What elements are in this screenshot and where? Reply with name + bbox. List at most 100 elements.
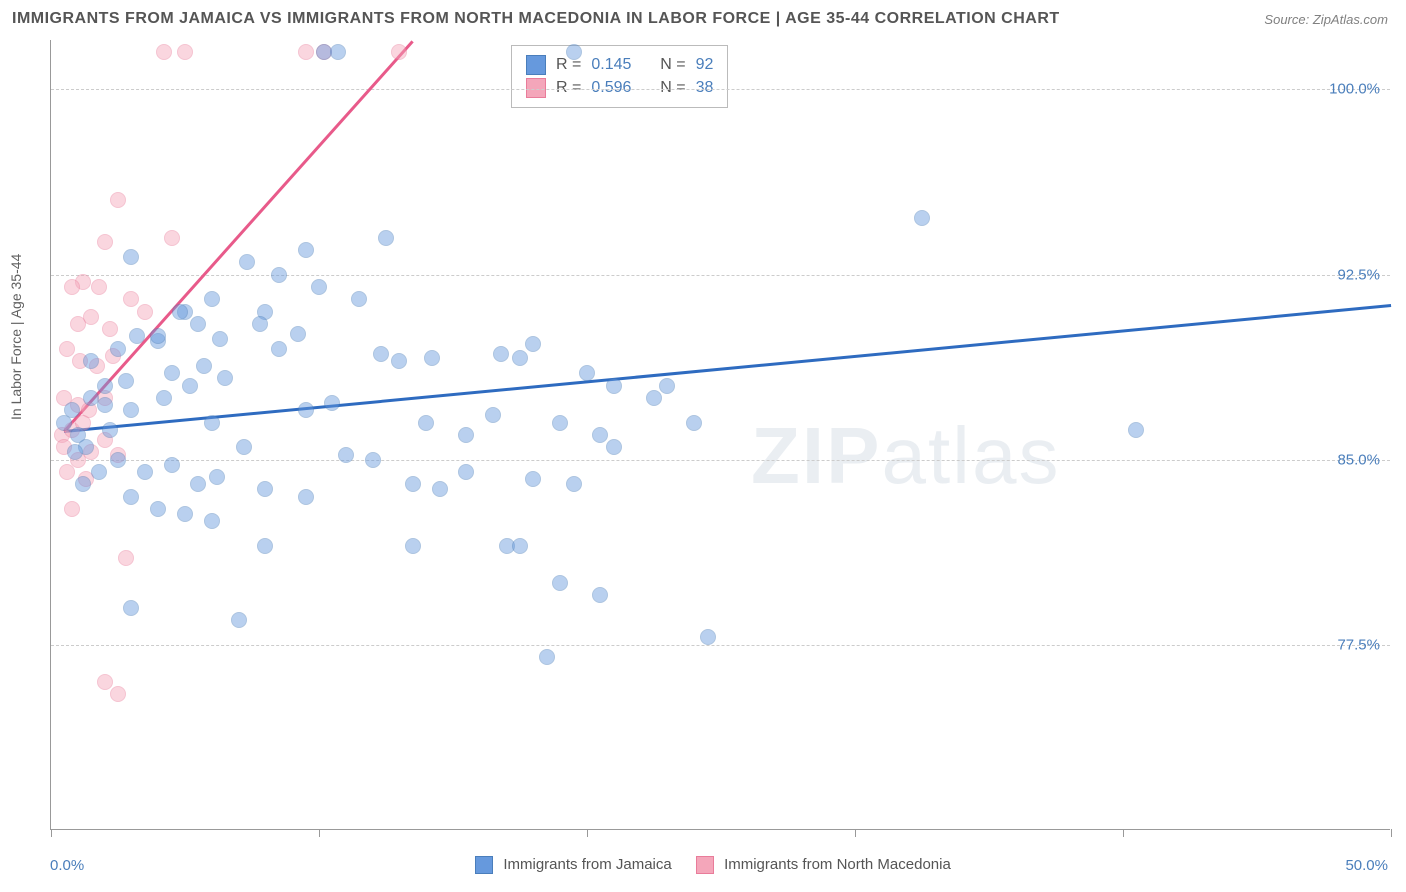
x-tick-label-min: 0.0%: [50, 857, 84, 874]
data-point: [231, 612, 247, 628]
data-point: [97, 234, 113, 250]
data-point: [118, 373, 134, 389]
source-label: Source:: [1264, 12, 1309, 27]
y-tick-label: 92.5%: [1337, 266, 1380, 283]
n-label-2: N =: [660, 79, 685, 97]
n-label-1: N =: [660, 56, 685, 74]
data-point: [579, 365, 595, 381]
data-point: [686, 415, 702, 431]
data-point: [592, 587, 608, 603]
stats-legend-box: R = 0.145 N = 92 R = 0.596 N = 38: [511, 45, 728, 108]
data-point: [164, 230, 180, 246]
data-point: [493, 346, 509, 362]
data-point: [659, 378, 675, 394]
data-point: [190, 316, 206, 332]
swatch-series-2: [526, 78, 546, 98]
data-point: [257, 481, 273, 497]
r-value-1: 0.145: [591, 56, 631, 74]
gridline: [51, 460, 1390, 461]
data-point: [418, 415, 434, 431]
data-point: [137, 464, 153, 480]
x-tick: [51, 829, 52, 837]
n-value-1: 92: [696, 56, 714, 74]
swatch-series-1: [526, 55, 546, 75]
data-point: [204, 415, 220, 431]
data-point: [204, 513, 220, 529]
data-point: [298, 242, 314, 258]
data-point: [67, 444, 83, 460]
data-point: [164, 457, 180, 473]
data-point: [217, 370, 233, 386]
data-point: [102, 321, 118, 337]
stats-row-2: R = 0.596 N = 38: [526, 78, 713, 98]
y-axis-label: In Labor Force | Age 35-44: [8, 254, 24, 420]
data-point: [164, 365, 180, 381]
data-point: [156, 44, 172, 60]
data-point: [83, 309, 99, 325]
data-point: [123, 249, 139, 265]
data-point: [914, 210, 930, 226]
data-point: [59, 464, 75, 480]
data-point: [110, 686, 126, 702]
x-tick: [855, 829, 856, 837]
source-value: ZipAtlas.com: [1313, 12, 1388, 27]
data-point: [129, 328, 145, 344]
data-point: [137, 304, 153, 320]
x-tick: [1123, 829, 1124, 837]
data-point: [700, 629, 716, 645]
data-point: [391, 44, 407, 60]
y-tick-label: 77.5%: [1337, 636, 1380, 653]
data-point: [458, 464, 474, 480]
data-point: [64, 279, 80, 295]
r-value-2: 0.596: [591, 79, 631, 97]
legend-swatch-2: [696, 856, 714, 874]
x-tick-label-max: 50.0%: [1345, 857, 1388, 874]
data-point: [150, 501, 166, 517]
data-point: [257, 538, 273, 554]
data-point: [172, 304, 188, 320]
data-point: [110, 192, 126, 208]
data-point: [204, 291, 220, 307]
data-point: [97, 674, 113, 690]
data-point: [552, 415, 568, 431]
gridline: [51, 275, 1390, 276]
data-point: [298, 402, 314, 418]
legend-label-1: Immigrants from Jamaica: [503, 856, 671, 873]
data-point: [566, 476, 582, 492]
x-tick: [1391, 829, 1392, 837]
data-point: [97, 397, 113, 413]
data-point: [566, 44, 582, 60]
data-point: [432, 481, 448, 497]
legend-label-2: Immigrants from North Macedonia: [724, 856, 951, 873]
data-point: [405, 538, 421, 554]
data-point: [646, 390, 662, 406]
data-point: [123, 402, 139, 418]
legend-swatch-1: [475, 856, 493, 874]
y-tick-label: 100.0%: [1329, 81, 1380, 98]
watermark-bold: ZIP: [751, 411, 881, 500]
data-point: [330, 44, 346, 60]
data-point: [91, 464, 107, 480]
data-point: [123, 600, 139, 616]
data-point: [56, 415, 72, 431]
data-point: [271, 341, 287, 357]
data-point: [391, 353, 407, 369]
data-point: [182, 378, 198, 394]
data-point: [75, 476, 91, 492]
chart-container: IMMIGRANTS FROM JAMAICA VS IMMIGRANTS FR…: [0, 0, 1406, 892]
bottom-legend: Immigrants from Jamaica Immigrants from …: [0, 856, 1406, 874]
data-point: [485, 407, 501, 423]
data-point: [83, 353, 99, 369]
data-point: [512, 350, 528, 366]
data-point: [606, 378, 622, 394]
data-point: [271, 267, 287, 283]
data-point: [123, 489, 139, 505]
watermark-thin: atlas: [881, 411, 1060, 500]
data-point: [91, 279, 107, 295]
stats-row-1: R = 0.145 N = 92: [526, 55, 713, 75]
gridline: [51, 645, 1390, 646]
data-point: [118, 550, 134, 566]
data-point: [239, 254, 255, 270]
data-point: [102, 422, 118, 438]
data-point: [338, 447, 354, 463]
